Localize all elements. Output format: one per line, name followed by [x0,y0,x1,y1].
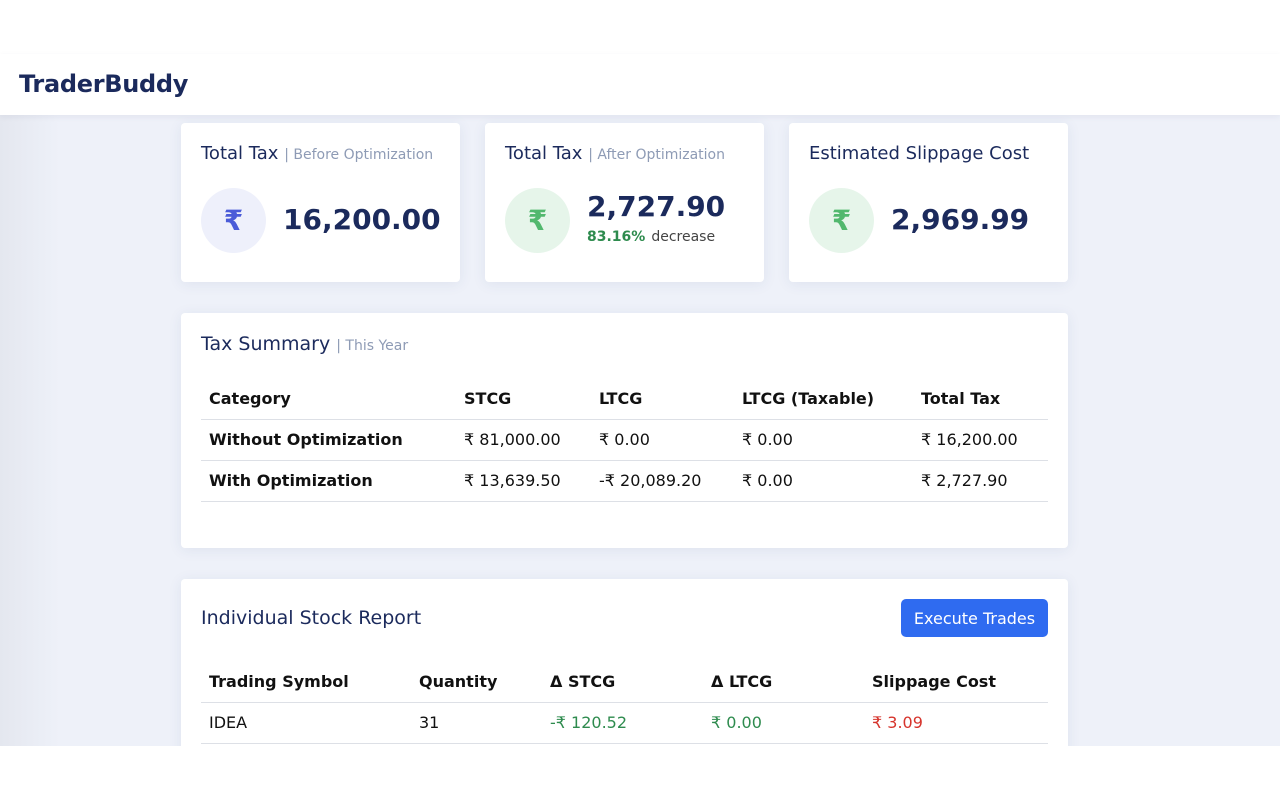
table-cell: IDEA [201,702,411,744]
stat-subtitle: | After Optimization [588,147,725,163]
table-cell: ₹ 2,727.90 [913,460,1048,502]
column-header: STCG [456,379,591,420]
tax-summary-table: Category STCG LTCG LTCG (Taxable) Total … [201,379,1048,502]
brand-logo[interactable]: TraderBuddy [19,70,189,98]
rupee-icon: ₹ [505,188,570,253]
navbar: TraderBuddy [0,54,1280,115]
execute-trades-button[interactable]: Execute Trades [901,599,1048,637]
stat-card-slippage: Estimated Slippage Cost ₹ 2,969.99 [789,123,1068,282]
stat-value: 2,727.90 [587,190,726,223]
stat-value: 16,200.00 [283,203,441,236]
change-label: decrease [651,229,716,245]
tax-summary-title: Tax Summary | This Year [201,333,408,355]
main-content: Total Tax | Before Optimization ₹ 16,200… [0,54,1280,746]
table-header-row: Category STCG LTCG LTCG (Taxable) Total … [201,379,1048,420]
column-header: Δ STCG [542,662,703,703]
change-percent: 83.16% [587,229,646,245]
column-header: Slippage Cost [864,662,1048,703]
table-cell: With Optimization [201,460,456,502]
stock-report-card: Individual Stock Report Execute Trades T… [181,579,1068,746]
table-cell: ₹ 0.00 [703,702,864,744]
stock-report-table: Trading Symbol Quantity Δ STCG Δ LTCG Sl… [201,662,1048,744]
table-cell: -₹ 120.52 [542,702,703,744]
rupee-icon: ₹ [201,188,266,253]
stat-title: Total Tax | Before Optimization [201,143,433,164]
stat-change: 83.16% decrease [587,229,715,245]
table-cell: ₹ 81,000.00 [456,419,591,461]
column-header: LTCG [591,379,734,420]
table-header-row: Trading Symbol Quantity Δ STCG Δ LTCG Sl… [201,662,1048,703]
table-cell: -₹ 20,089.20 [591,460,734,502]
section-title-text: Tax Summary [201,333,331,355]
stat-title-text: Total Tax [505,143,583,164]
stat-title-text: Estimated Slippage Cost [809,143,1030,164]
column-header: Total Tax [913,379,1048,420]
table-row: IDEA 31 -₹ 120.52 ₹ 0.00 ₹ 3.09 [201,702,1048,744]
table-row: With Optimization ₹ 13,639.50 -₹ 20,089.… [201,460,1048,502]
table-cell: ₹ 0.00 [734,419,913,461]
stat-subtitle: | Before Optimization [284,147,434,163]
stat-card-tax-before: Total Tax | Before Optimization ₹ 16,200… [181,123,460,282]
stat-card-tax-after: Total Tax | After Optimization ₹ 2,727.9… [485,123,764,282]
column-header: LTCG (Taxable) [734,379,913,420]
table-cell: ₹ 13,639.50 [456,460,591,502]
rupee-icon: ₹ [809,188,874,253]
table-cell: ₹ 16,200.00 [913,419,1048,461]
stat-title: Estimated Slippage Cost [809,143,1029,164]
table-cell: ₹ 0.00 [734,460,913,502]
table-cell: ₹ 0.00 [591,419,734,461]
stat-title: Total Tax | After Optimization [505,143,725,164]
section-subtitle: | This Year [336,338,409,354]
table-cell: ₹ 3.09 [864,702,1048,744]
table-row: Without Optimization ₹ 81,000.00 ₹ 0.00 … [201,419,1048,461]
tax-summary-card: Tax Summary | This Year Category STCG LT… [181,313,1068,548]
column-header: Δ LTCG [703,662,864,703]
stock-report-title: Individual Stock Report [201,607,422,629]
column-header: Trading Symbol [201,662,411,703]
stat-title-text: Total Tax [201,143,279,164]
column-header: Category [201,379,456,420]
column-header: Quantity [411,662,542,703]
table-cell: Without Optimization [201,419,456,461]
table-cell: 31 [411,702,542,744]
stat-value: 2,969.99 [891,203,1030,236]
